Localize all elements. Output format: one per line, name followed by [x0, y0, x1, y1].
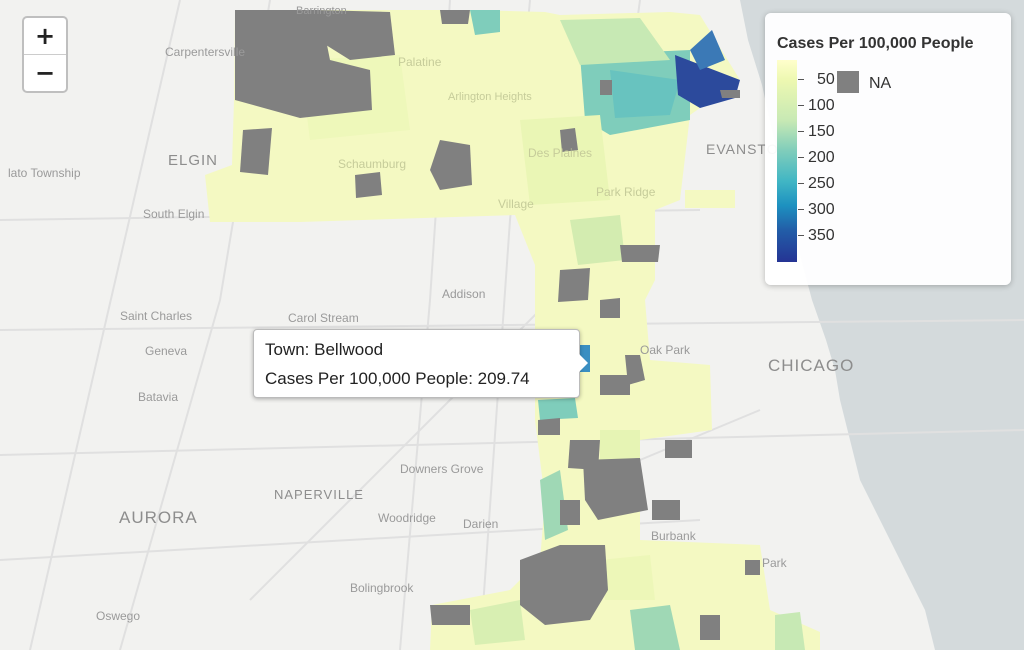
place-label: CHICAGO: [768, 356, 854, 375]
place-label: Burbank: [651, 529, 697, 543]
place-label: Darien: [463, 517, 498, 531]
place-labels: Carpentersville ELGIN lato Township Sout…: [8, 5, 854, 623]
legend-tick: [798, 235, 804, 236]
legend-title: Cases Per 100,000 People: [777, 35, 974, 52]
zoom-control: + −: [22, 16, 68, 93]
legend-na-label: NA: [869, 75, 892, 92]
county-fill: [205, 10, 820, 650]
place-label: Carol Stream: [288, 311, 359, 325]
place-label: Arlington Heights: [448, 91, 532, 103]
place-label: Barrington: [296, 5, 347, 17]
place-label: Palatine: [398, 55, 442, 69]
legend-tick-label: 50: [817, 71, 835, 88]
legend-na-swatch: [837, 71, 859, 93]
place-label: Woodridge: [378, 511, 436, 525]
legend-tick: [798, 209, 804, 210]
legend-tick: [798, 157, 804, 158]
place-label: Geneva: [145, 344, 187, 358]
place-label: Carpentersville: [165, 45, 245, 59]
legend-tick-label: 100: [808, 97, 835, 114]
legend-tick: [798, 183, 804, 184]
tooltip-cases: Cases Per 100,000 People: 209.74: [265, 369, 530, 388]
legend-tick-label: 250: [808, 175, 835, 192]
tooltip-town: Town: Bellwood: [265, 340, 384, 359]
place-label: Saint Charles: [120, 309, 192, 323]
place-label: ELGIN: [168, 152, 218, 169]
place-label: lato Township: [8, 166, 81, 180]
legend-tick-label: 300: [808, 201, 835, 218]
place-label: Des Plaines: [528, 146, 592, 160]
legend-tick-label: 150: [808, 123, 835, 140]
place-label: South Elgin: [143, 207, 204, 221]
place-label: Park: [762, 556, 788, 570]
place-label: Park Ridge: [596, 185, 656, 199]
legend-color-bar: [777, 60, 797, 262]
legend-tick: [798, 105, 804, 106]
legend-tick: [798, 79, 804, 80]
place-label: Oswego: [96, 609, 140, 623]
place-label: Village: [498, 197, 534, 211]
place-label: Addison: [442, 287, 485, 301]
place-label: AURORA: [119, 508, 198, 527]
place-label: Schaumburg: [338, 157, 406, 171]
legend-tick: [798, 131, 804, 132]
na-tracts: [235, 10, 760, 640]
zoom-in-button[interactable]: +: [34, 22, 56, 50]
place-label: NAPERVILLE: [274, 487, 364, 502]
legend-tick-label: 350: [808, 227, 835, 244]
legend-tick-label: 200: [808, 149, 835, 166]
legend: Cases Per 100,000 People 50 100 150 200 …: [765, 13, 1011, 285]
place-label: Downers Grove: [400, 462, 484, 476]
zoom-out-button[interactable]: −: [24, 54, 66, 91]
place-label: Oak Park: [640, 343, 691, 357]
place-label: Batavia: [138, 390, 178, 404]
place-label: Bolingbrook: [350, 581, 414, 595]
hover-tooltip: Town: Bellwood Cases Per 100,000 People:…: [253, 329, 588, 398]
